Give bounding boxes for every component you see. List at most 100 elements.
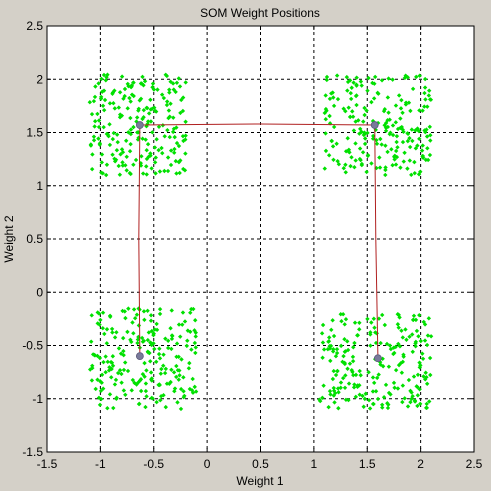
input-point: [400, 127, 405, 132]
input-point: [150, 130, 155, 135]
input-point: [188, 310, 193, 315]
input-point: [92, 119, 98, 124]
input-point: [354, 75, 359, 80]
input-point: [104, 162, 110, 167]
input-point: [353, 372, 359, 378]
input-point: [171, 370, 177, 375]
input-point: [396, 362, 402, 368]
input-point: [342, 385, 348, 391]
y-tick-label: -1: [32, 392, 43, 406]
neuron-connection-line: [138, 123, 379, 359]
input-point: [353, 141, 358, 146]
input-point: [331, 333, 337, 339]
input-point: [120, 149, 126, 155]
input-point: [425, 333, 431, 338]
input-point: [107, 101, 113, 106]
input-point: [145, 119, 151, 124]
input-point: [99, 152, 105, 157]
neuron-connections: [138, 123, 379, 359]
input-point: [112, 156, 117, 162]
input-point: [356, 118, 361, 123]
input-point: [410, 86, 416, 92]
input-point: [413, 344, 418, 349]
input-point: [382, 322, 388, 328]
input-point: [95, 321, 100, 326]
input-point: [175, 368, 181, 373]
input-point: [376, 91, 381, 96]
input-point: [371, 316, 377, 321]
input-point: [320, 322, 326, 328]
input-point: [420, 356, 426, 361]
input-point: [406, 377, 412, 383]
input-point: [148, 97, 153, 102]
x-tick-label: -1.5: [37, 457, 58, 471]
input-point: [89, 166, 95, 172]
input-point: [183, 137, 188, 142]
input-point: [110, 354, 116, 359]
input-point: [176, 377, 181, 382]
input-point: [163, 404, 168, 410]
input-point: [411, 374, 417, 379]
input-point: [193, 345, 198, 350]
input-point: [117, 368, 123, 373]
input-point: [170, 129, 176, 135]
input-point: [174, 341, 180, 346]
input-point: [424, 401, 429, 407]
input-point: [180, 322, 185, 327]
input-point: [395, 145, 400, 150]
input-point: [180, 108, 186, 114]
input-point: [372, 325, 377, 330]
input-point: [331, 157, 336, 162]
input-point: [110, 330, 115, 335]
input-point: [384, 341, 390, 347]
input-point: [182, 168, 188, 173]
input-point: [321, 347, 327, 352]
input-point: [352, 165, 357, 170]
input-point: [399, 328, 404, 333]
input-point: [392, 157, 397, 162]
input-point: [125, 106, 130, 111]
input-point: [324, 108, 329, 113]
input-point: [115, 139, 120, 145]
input-point: [427, 97, 433, 102]
input-point: [373, 389, 379, 394]
input-point: [168, 148, 174, 153]
input-point: [90, 363, 95, 368]
input-point: [361, 119, 366, 124]
input-point: [185, 338, 190, 343]
input-point: [150, 85, 155, 90]
input-point: [125, 368, 131, 374]
input-point: [100, 326, 105, 331]
input-point: [417, 136, 422, 142]
input-point: [402, 75, 408, 81]
input-point: [368, 330, 373, 335]
input-point: [401, 159, 406, 164]
input-point: [428, 334, 434, 339]
input-point: [109, 375, 114, 380]
input-point: [157, 169, 163, 174]
input-point: [149, 328, 155, 334]
input-point: [409, 390, 414, 395]
input-point: [180, 133, 186, 139]
input-point: [370, 80, 375, 86]
input-point: [396, 93, 402, 98]
input-point: [343, 162, 348, 167]
input-point: [366, 397, 372, 403]
input-point: [358, 126, 363, 132]
input-point: [117, 172, 123, 177]
input-point: [105, 72, 110, 77]
input-point: [342, 337, 347, 342]
input-point: [332, 400, 337, 405]
input-point: [393, 103, 399, 108]
input-point: [89, 378, 95, 383]
input-point: [144, 164, 149, 169]
input-point: [188, 329, 193, 334]
y-axis-label: Weight 2: [2, 215, 16, 262]
input-point: [350, 109, 355, 114]
input-point: [192, 384, 197, 390]
input-point: [397, 344, 403, 349]
input-point: [383, 382, 389, 388]
input-point: [168, 79, 173, 84]
input-point: [378, 136, 383, 142]
input-point: [357, 327, 362, 332]
